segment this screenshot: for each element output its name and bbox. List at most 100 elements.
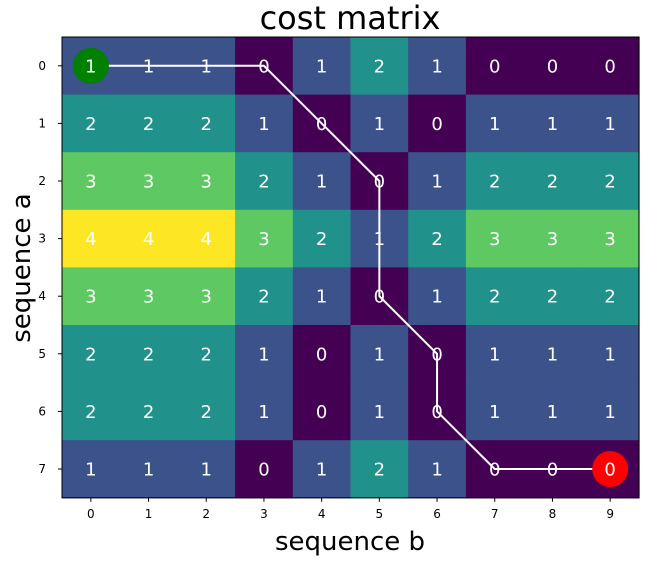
heatmap-cell xyxy=(350,325,409,384)
heatmap-cell xyxy=(62,94,121,153)
cell-value-label: 2 xyxy=(258,172,269,193)
cell-value-label: 2 xyxy=(201,402,212,423)
cell-value-label: 0 xyxy=(258,56,269,77)
heatmap-cell xyxy=(62,382,121,441)
heatmap-cell xyxy=(581,94,640,153)
cell-value-label: 0 xyxy=(374,172,385,193)
cell-value-label: 1 xyxy=(489,344,500,365)
cell-value-label: 1 xyxy=(431,287,442,308)
path-markers xyxy=(72,47,629,487)
heatmap-cell xyxy=(292,209,352,268)
chart-title: cost matrix xyxy=(260,0,441,37)
cell-value-label: 1 xyxy=(316,172,327,193)
y-tick-label: 4 xyxy=(38,289,46,303)
cell-value-label: 0 xyxy=(374,287,385,308)
heatmap-cell xyxy=(292,440,352,499)
cell-value-label: 0 xyxy=(316,402,327,423)
heatmap-cell xyxy=(292,152,352,211)
cell-value-label: 2 xyxy=(85,114,96,135)
cell-value-label: 0 xyxy=(547,460,558,481)
cell-value-label: 1 xyxy=(258,344,269,365)
cell-value-label: 1 xyxy=(374,402,385,423)
y-axis-ticks: 0 1 2 3 4 5 6 7 xyxy=(38,59,62,476)
cell-value-label: 3 xyxy=(489,229,500,250)
heatmap-cell xyxy=(235,94,294,153)
cell-value-label: 2 xyxy=(143,114,154,135)
x-tick-label: 7 xyxy=(491,507,499,521)
x-tick-label: 5 xyxy=(376,507,384,521)
heatmap-cell xyxy=(235,152,294,211)
heatmap-cell xyxy=(62,152,121,211)
heatmap-cell xyxy=(119,209,178,268)
cell-value-label: 2 xyxy=(143,344,154,365)
cell-value-label: 1 xyxy=(489,402,500,423)
cell-value-label: 3 xyxy=(604,229,615,250)
heatmap-cell xyxy=(119,152,178,211)
heatmap-cell xyxy=(465,325,525,384)
y-tick-label: 2 xyxy=(38,174,46,188)
heatmap-cell xyxy=(119,325,178,384)
heatmap-cell xyxy=(177,152,236,211)
heatmap-cell xyxy=(350,382,409,441)
heatmap-cell xyxy=(523,152,582,211)
cell-value-label: 0 xyxy=(431,114,442,135)
cell-value-label: 2 xyxy=(604,172,615,193)
cell-value-label: 1 xyxy=(201,56,212,77)
heatmap-cell xyxy=(62,209,121,268)
heatmap-cell xyxy=(408,152,467,211)
cell-value-label: 2 xyxy=(143,402,154,423)
cell-value-label: 1 xyxy=(316,56,327,77)
heatmap-cell xyxy=(465,267,525,326)
cell-value-label: 3 xyxy=(85,172,96,193)
cell-value-label: 0 xyxy=(489,56,500,77)
cell-value-label: 2 xyxy=(258,287,269,308)
cell-value-label: 1 xyxy=(374,114,385,135)
cell-value-labels: 1 1 1 0 1 2 1 0 0 0 2 2 2 1 0 1 0 1 1 1 3 3 3 2 1 0 1 2 2 2 4 4 4 3 2 1 2 3 3 3… xyxy=(85,56,616,480)
cell-value-label: 4 xyxy=(85,229,96,250)
cell-value-label: 3 xyxy=(143,172,154,193)
heatmap-cell xyxy=(292,267,352,326)
alignment-path-line xyxy=(90,64,611,470)
cell-value-label: 1 xyxy=(431,172,442,193)
heatmap-cell xyxy=(465,94,525,153)
cell-value-label: 1 xyxy=(258,402,269,423)
heatmap-cell xyxy=(465,382,525,441)
heatmap-cell xyxy=(581,209,640,268)
x-tick-label: 3 xyxy=(260,507,268,521)
heatmap-cell xyxy=(292,382,352,441)
heatmap-cell xyxy=(62,267,121,326)
cell-value-label: 1 xyxy=(547,344,558,365)
heatmap-cell xyxy=(119,440,178,499)
heatmap-cell xyxy=(408,440,467,499)
cell-value-label: 1 xyxy=(604,344,615,365)
cell-value-label: 0 xyxy=(316,114,327,135)
cell-value-label: 2 xyxy=(201,114,212,135)
heatmap-cell xyxy=(235,440,294,499)
cell-value-label: 2 xyxy=(604,287,615,308)
cell-value-label: 2 xyxy=(489,172,500,193)
heatmap-cell xyxy=(465,152,525,211)
heatmap-cell xyxy=(465,37,525,96)
heatmap-cell xyxy=(581,325,640,384)
cell-value-label: 1 xyxy=(316,460,327,481)
cell-value-label: 2 xyxy=(374,460,385,481)
heatmap-cells xyxy=(62,37,640,499)
heatmap-cell xyxy=(119,94,178,153)
heatmap-cell xyxy=(292,37,352,96)
heatmap-cell xyxy=(408,37,467,96)
cell-value-label: 0 xyxy=(604,460,615,481)
y-tick-label: 7 xyxy=(38,462,46,476)
heatmap-cell xyxy=(62,440,121,499)
cell-value-label: 1 xyxy=(604,402,615,423)
y-tick-label: 1 xyxy=(38,116,46,130)
y-tick-label: 3 xyxy=(38,232,46,246)
cell-value-label: 2 xyxy=(85,344,96,365)
heatmap-cell xyxy=(581,267,640,326)
heatmap-cell xyxy=(62,325,121,384)
x-tick-label: 0 xyxy=(87,507,95,521)
heatmap-cell xyxy=(523,325,582,384)
cell-value-label: 1 xyxy=(374,229,385,250)
heatmap-cell xyxy=(292,325,352,384)
heatmap-cell xyxy=(177,382,236,441)
